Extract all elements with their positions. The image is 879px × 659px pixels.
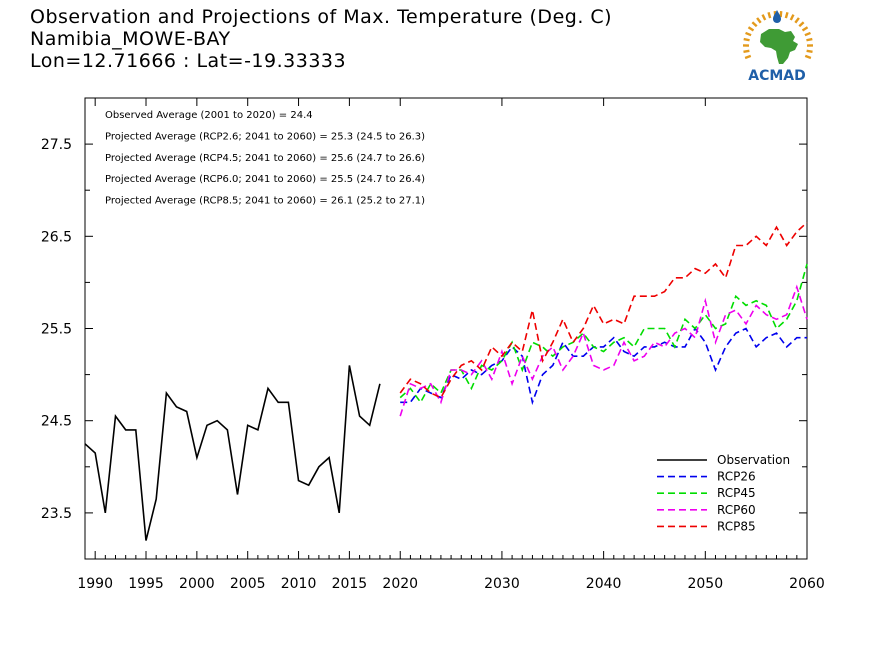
stat-annotation: Projected Average (RCP4.5; 2041 to 2060)… (105, 153, 425, 164)
sun-ray (767, 11, 772, 19)
sun-ray (747, 26, 755, 32)
legend-label: RCP60 (717, 503, 756, 517)
series-line-rcp26 (400, 327, 807, 406)
sun-ray (784, 11, 789, 19)
y-tick-label: 25.5 (41, 322, 72, 338)
stat-annotation: Projected Average (RCP2.6; 2041 to 2060)… (105, 131, 425, 142)
chart-title: Observation and Projections of Max. Temp… (30, 6, 613, 28)
sun-ray (779, 11, 783, 18)
x-tick-label: 2050 (687, 576, 723, 592)
x-tick-label: 2010 (281, 576, 317, 592)
y-tick-label: 26.5 (41, 229, 72, 245)
sun-ray (751, 21, 758, 28)
x-tick-label: 2020 (382, 576, 418, 592)
legend: Observation RCP26 RCP45 RCP60 RCP85 (657, 453, 790, 533)
acmad-logo: ACMAD (742, 10, 814, 84)
series-line-rcp60 (399, 284, 808, 417)
chart-title-block: Observation and Projections of Max. Temp… (30, 6, 612, 72)
plot-frame (84, 97, 808, 560)
x-tick-label: 1990 (77, 576, 113, 592)
y-axis: 23.5 24.5 25.5 26.5 27.5 (41, 137, 807, 522)
x-tick-label: 2040 (586, 576, 622, 592)
sun-ray (798, 21, 805, 28)
stats-annotations: Observed Average (2001 to 2020) = 24.4 Pr… (105, 110, 425, 207)
sun-ray (806, 49, 813, 53)
x-tick-label: 2030 (484, 576, 520, 592)
x-tick-label: 1995 (128, 576, 164, 592)
sun-ray (804, 31, 811, 37)
x-tick-label: 2000 (179, 576, 215, 592)
stat-annotation: Observed Average (2001 to 2020) = 24.4 (105, 110, 313, 121)
stat-annotation: Projected Average (RCP8.5; 2041 to 2060)… (105, 196, 425, 207)
legend-label: RCP26 (717, 470, 756, 484)
logo-sun-rays (742, 11, 814, 60)
logo-text: ACMAD (748, 68, 806, 84)
sun-ray (756, 17, 762, 24)
sun-ray (806, 37, 813, 42)
sun-ray (743, 37, 750, 42)
stat-annotation: Projected Average (RCP6.0; 2041 to 2060)… (105, 174, 425, 185)
sun-ray (744, 54, 752, 60)
water-drop-icon (773, 10, 781, 23)
sun-ray (745, 31, 752, 37)
africa-map-icon (760, 29, 798, 64)
y-tick-label: 27.5 (41, 137, 72, 153)
sun-ray (804, 54, 812, 60)
x-tick-label: 2015 (332, 576, 368, 592)
legend-label: Observation (717, 453, 790, 467)
sun-ray (794, 17, 800, 24)
y-tick-label: 24.5 (41, 414, 72, 430)
series-line-observation (84, 365, 381, 541)
y-tick-label: 23.5 (41, 506, 72, 522)
chart-station: Namibia_MOWE-BAY (30, 28, 231, 50)
series-layer (84, 221, 808, 541)
legend-label: RCP85 (717, 519, 756, 533)
sun-ray (743, 49, 750, 53)
sun-ray (761, 14, 767, 21)
series-line-rcp85 (399, 221, 808, 399)
x-tick-label: 2060 (789, 576, 825, 592)
sun-ray (801, 26, 809, 32)
x-tick-label: 2005 (230, 576, 266, 592)
sun-ray (789, 14, 795, 21)
legend-label: RCP45 (717, 486, 756, 500)
series-line-rcp45 (399, 263, 808, 404)
chart-coordinates: Lon=12.71666 : Lat=-19.33333 (30, 50, 347, 72)
x-axis: 1990 1995 2000 2005 2010 2015 2020 2030 2040 2050… (77, 98, 825, 592)
